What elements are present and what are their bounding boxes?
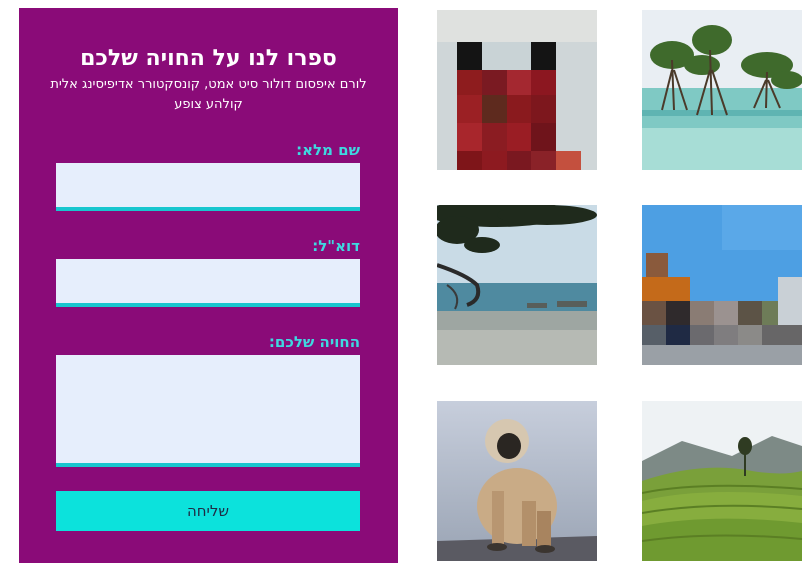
pixelated-sky-photo <box>642 205 802 365</box>
email-input[interactable] <box>56 259 360 307</box>
tea-plantation-photo <box>642 401 802 561</box>
langur-monkey-photo <box>437 401 597 561</box>
feedback-form-panel: ספרו לנו על החויה שלכם לורם איפסום דולור… <box>19 8 398 563</box>
experience-label: החויה שלכם: <box>268 333 360 351</box>
email-label: דוא"ל: <box>312 237 360 255</box>
experience-textarea[interactable] <box>56 355 360 467</box>
beach-tree-photo <box>437 205 597 365</box>
full-name-label: שם מלא: <box>296 141 360 159</box>
form-subtitle: לורם איפסום דולור סיט אמט, קונסקטורר אדי… <box>50 77 367 112</box>
submit-button[interactable]: שליחה <box>56 491 360 531</box>
form-title: ספרו לנו על החויה שלכם <box>80 46 337 71</box>
full-name-input[interactable] <box>56 163 360 211</box>
mangrove-trees-photo <box>642 10 802 170</box>
pixelated-red-photo <box>437 10 597 170</box>
